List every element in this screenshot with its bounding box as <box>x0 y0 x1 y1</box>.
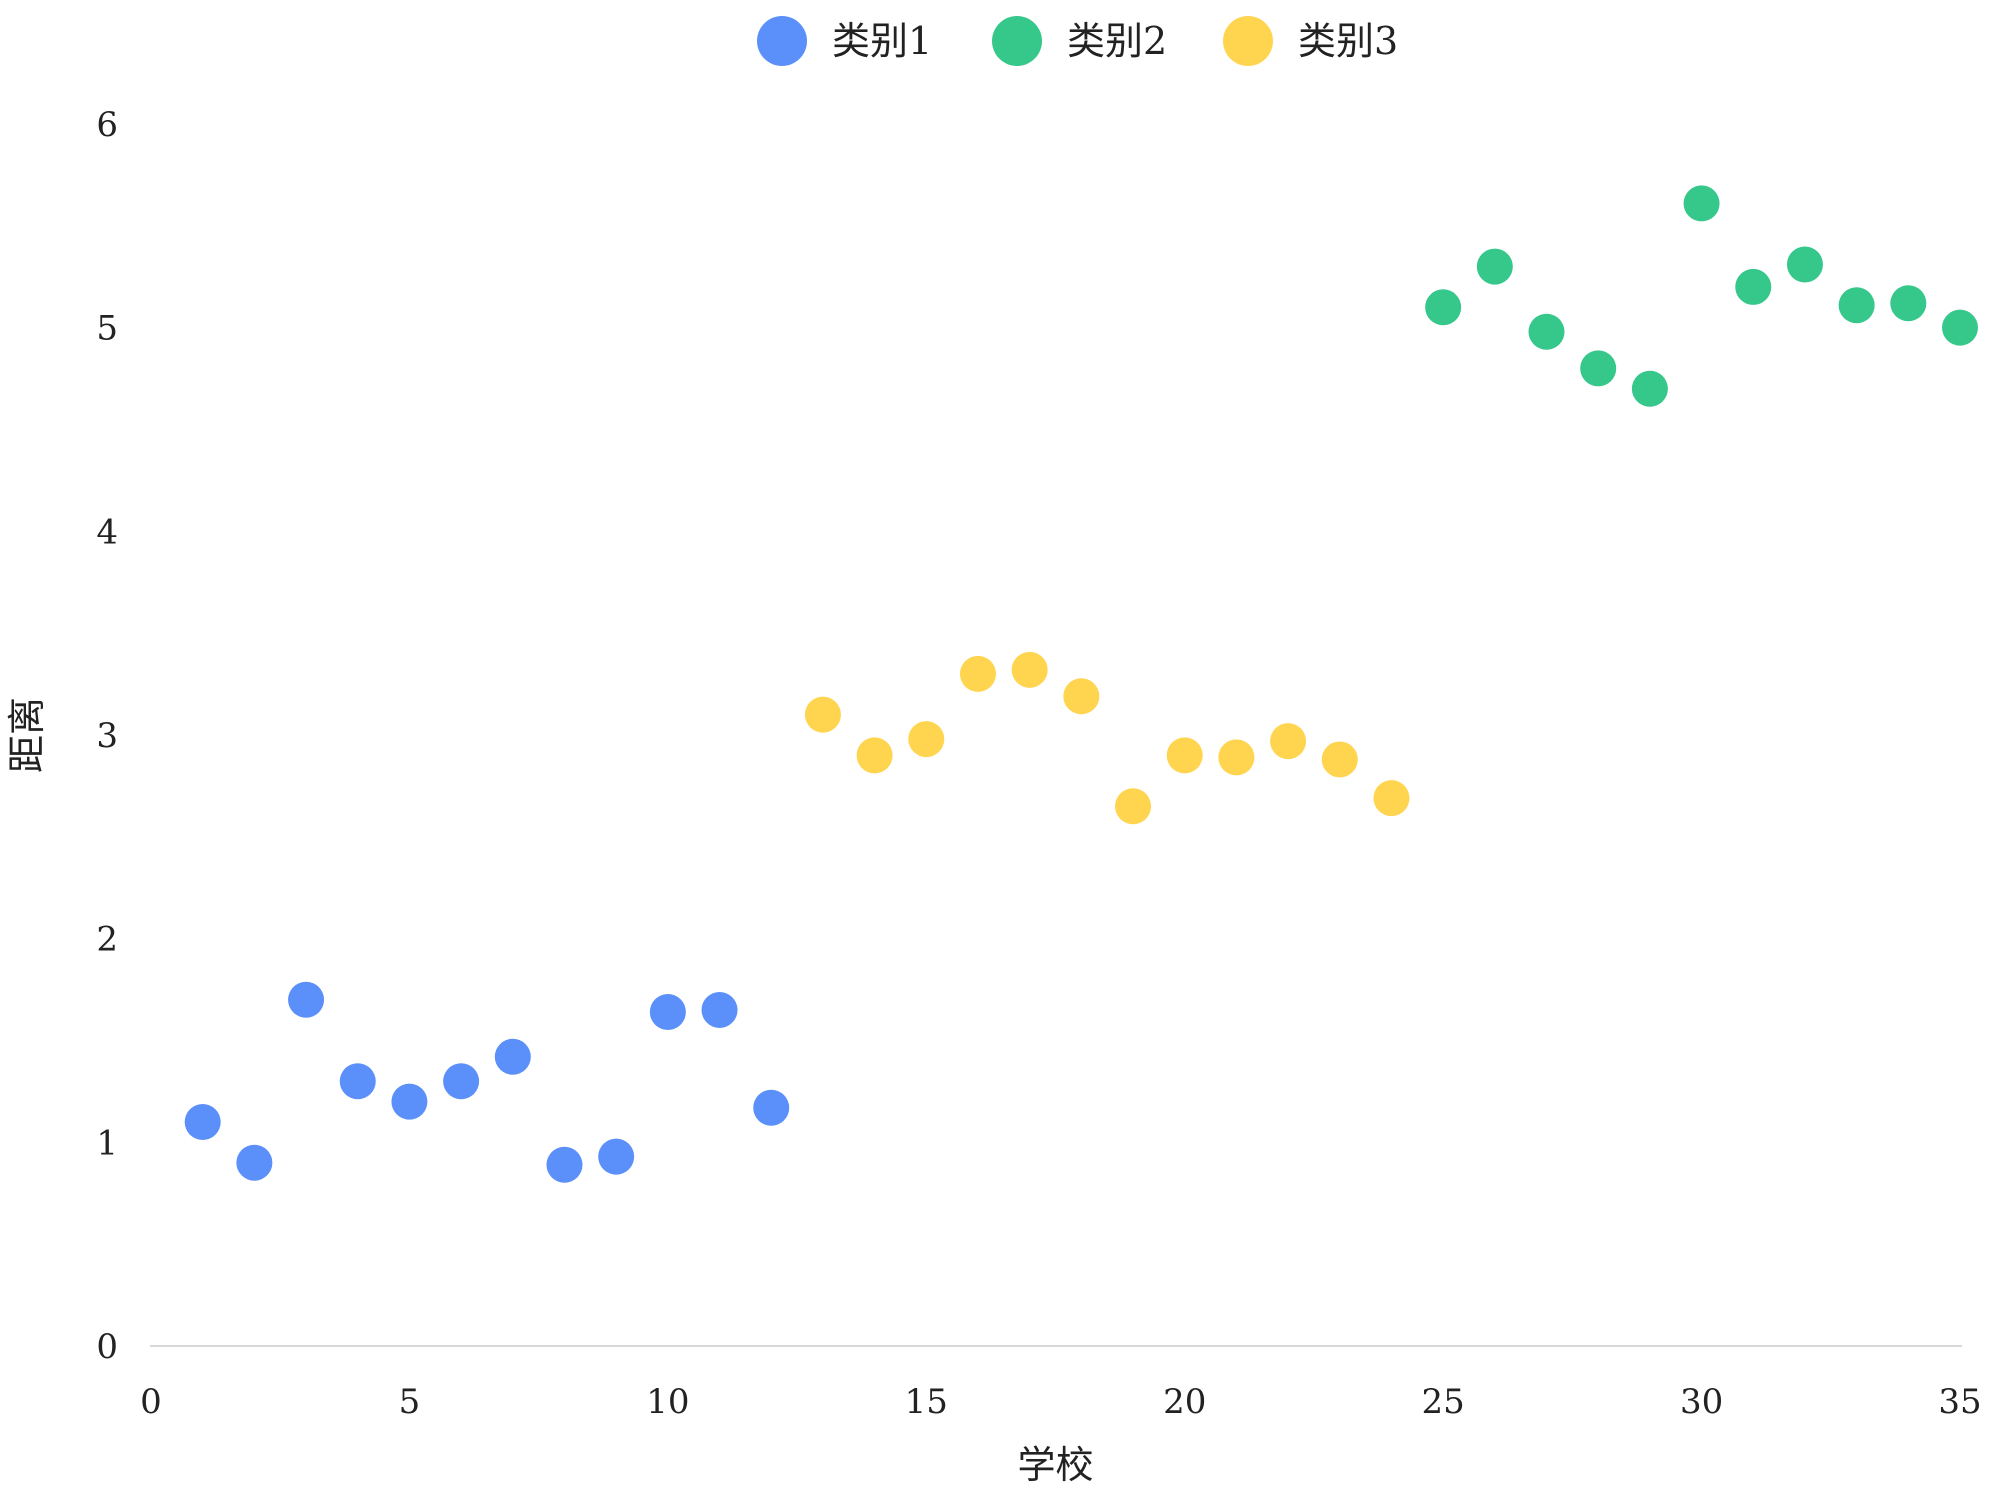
y-axis-title: 距离 <box>5 697 49 773</box>
data-point[interactable] <box>1942 309 1978 346</box>
data-point[interactable] <box>443 1063 480 1100</box>
data-point[interactable] <box>339 1063 376 1100</box>
data-point[interactable] <box>494 1038 531 1075</box>
data-point[interactable] <box>856 737 893 774</box>
x-axis-ticks: 0 5 10 15 20 25 30 35 <box>140 1382 1981 1422</box>
y-tick-label: 3 <box>96 716 118 756</box>
data-point[interactable] <box>1476 248 1513 285</box>
data-point[interactable] <box>1218 739 1255 776</box>
data-point[interactable] <box>598 1138 635 1175</box>
series-2 <box>1425 185 1978 407</box>
data-point[interactable] <box>1580 350 1617 387</box>
data-point[interactable] <box>236 1144 273 1181</box>
data-point[interactable] <box>184 1103 221 1140</box>
x-tick-label: 25 <box>1422 1382 1465 1422</box>
legend-item-3[interactable]: 类别3 <box>1223 16 1398 66</box>
legend-item-1[interactable]: 类别1 <box>757 16 932 66</box>
data-point[interactable] <box>1683 185 1720 222</box>
data-point[interactable] <box>908 721 945 758</box>
y-tick-label: 5 <box>96 309 118 349</box>
y-tick-label: 0 <box>96 1327 118 1367</box>
legend-marker <box>992 16 1042 66</box>
data-point[interactable] <box>1890 285 1927 322</box>
data-point[interactable] <box>546 1146 583 1183</box>
series-1 <box>184 981 790 1183</box>
legend-marker <box>1223 16 1273 66</box>
data-points <box>184 185 1978 1183</box>
x-tick-label: 0 <box>140 1382 162 1422</box>
data-point[interactable] <box>1166 737 1203 774</box>
y-tick-label: 4 <box>96 512 118 552</box>
x-tick-label: 15 <box>905 1382 948 1422</box>
x-tick-label: 30 <box>1680 1382 1723 1422</box>
data-point[interactable] <box>1115 788 1152 825</box>
x-axis-title: 学校 <box>1017 1443 1093 1487</box>
legend-label: 类别1 <box>832 19 932 63</box>
y-tick-label: 2 <box>96 920 118 960</box>
data-point[interactable] <box>959 655 996 692</box>
data-point[interactable] <box>1631 370 1668 407</box>
data-point[interactable] <box>1838 287 1875 324</box>
data-point[interactable] <box>1425 289 1462 326</box>
data-point[interactable] <box>1270 723 1307 760</box>
series-3 <box>804 651 1410 825</box>
data-point[interactable] <box>1786 246 1823 283</box>
y-axis-ticks: 0 1 2 3 4 5 6 <box>96 105 118 1367</box>
x-tick-label: 5 <box>399 1382 421 1422</box>
y-tick-label: 6 <box>96 105 118 145</box>
data-point[interactable] <box>804 696 841 733</box>
legend-marker <box>757 16 807 66</box>
data-point[interactable] <box>1528 313 1565 350</box>
data-point[interactable] <box>1735 268 1772 305</box>
x-tick-label: 35 <box>1938 1382 1981 1422</box>
data-point[interactable] <box>391 1083 428 1120</box>
data-point[interactable] <box>649 993 686 1030</box>
y-tick-label: 1 <box>96 1123 118 1163</box>
data-point[interactable] <box>753 1089 790 1126</box>
legend-label: 类别2 <box>1067 19 1167 63</box>
x-tick-label: 10 <box>646 1382 689 1422</box>
data-point[interactable] <box>701 991 738 1028</box>
data-point[interactable] <box>288 981 325 1018</box>
legend-item-2[interactable]: 类别2 <box>992 16 1167 66</box>
data-point[interactable] <box>1011 651 1048 688</box>
data-point[interactable] <box>1373 780 1410 817</box>
legend-label: 类别3 <box>1298 19 1398 63</box>
legend: 类别1 类别2 类别3 <box>757 16 1398 66</box>
x-tick-label: 20 <box>1163 1382 1206 1422</box>
data-point[interactable] <box>1063 678 1100 715</box>
data-point[interactable] <box>1321 741 1358 778</box>
